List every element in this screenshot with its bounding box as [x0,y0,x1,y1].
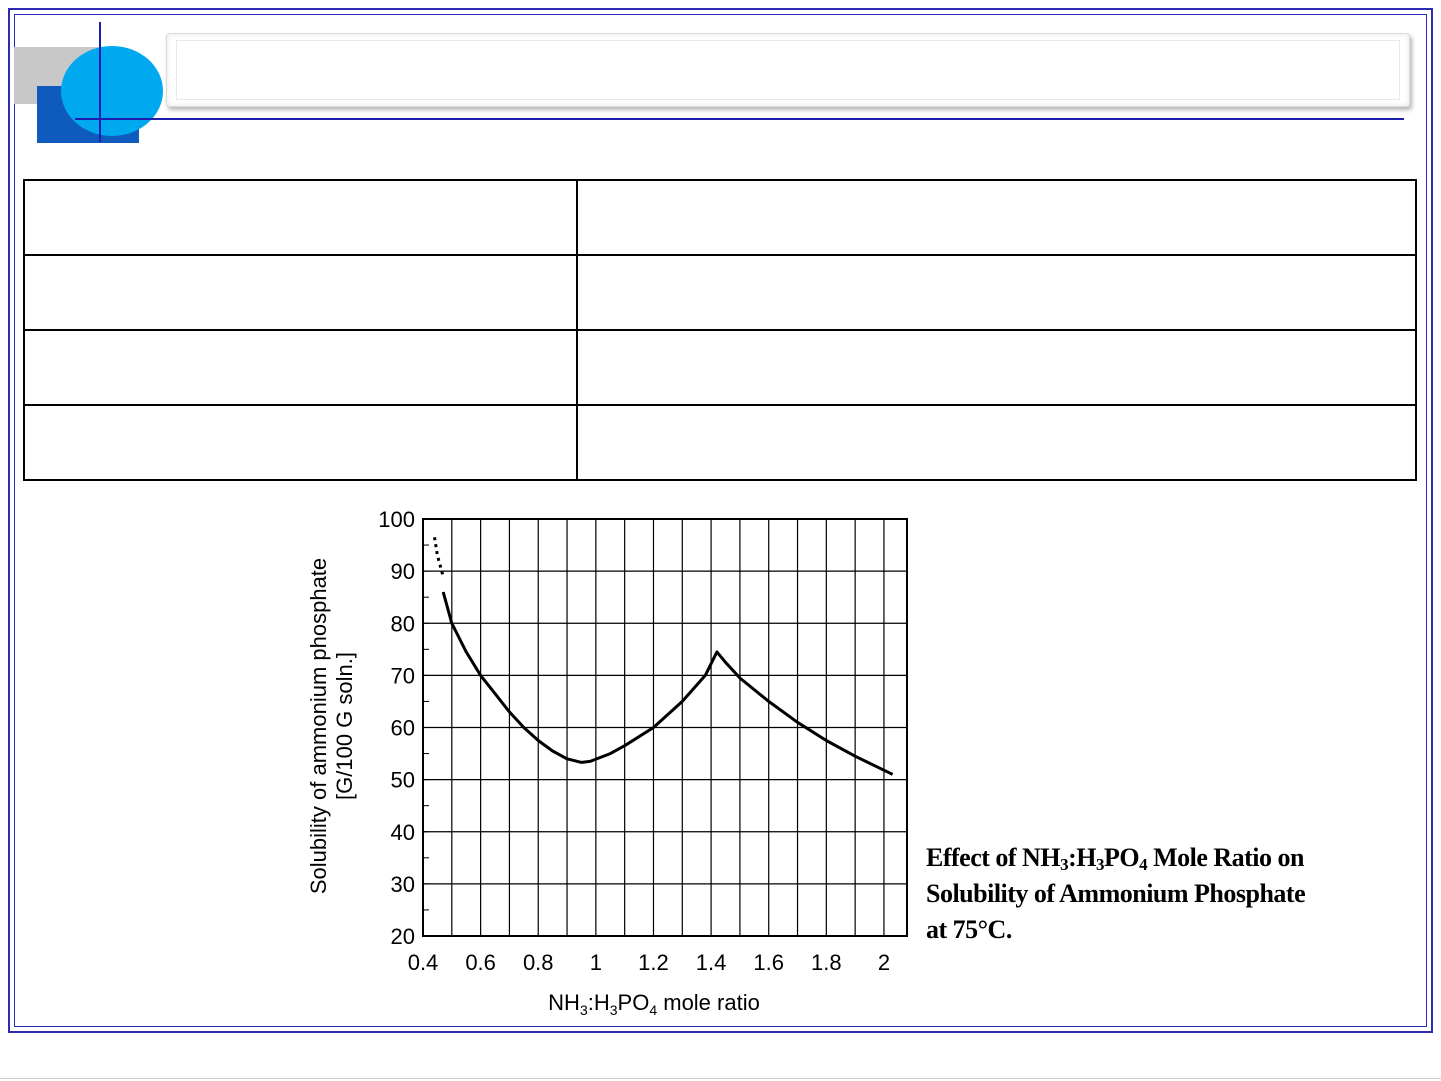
slide-frame-inner [14,14,1427,1027]
y-tick-label: 30 [391,872,415,897]
x-tick-label: 1.2 [638,950,669,975]
chart-grid [423,519,907,936]
y-tick-label: 50 [391,768,415,793]
content-table [23,179,1417,481]
table-cell [23,329,578,406]
x-tick-label: 0.6 [465,950,496,975]
title-area [176,40,1400,100]
y-axis-label-units: [G/100 G soln.] [332,652,357,800]
x-tick-label: 1.6 [753,950,784,975]
y-tick-label: 90 [391,559,415,584]
x-tick-label: 0.8 [523,950,554,975]
plot-frame [422,518,908,937]
x-tick-label: 1.4 [696,950,727,975]
y-tick-label: 80 [391,611,415,636]
table-cell [576,179,1417,256]
x-tick-label: 1.8 [811,950,842,975]
caption-line-3: at 75°C. [926,915,1012,944]
table-row [23,179,1417,256]
caption-line-2: Solubility of Ammonium Phosphate [926,879,1306,908]
slide-frame-outer [8,8,1433,1033]
table-row [23,329,1417,406]
chart-ticks: 20 30 40 50 60 70 80 90 100 0.4 0.6 0.8 1 1.2 1.4 1.6 1.… [378,507,890,975]
y-tick-label: 40 [391,820,415,845]
y-tick-label: 70 [391,663,415,688]
table-cell [576,404,1417,481]
chart-caption: Effect of NH3:H3PO4 Mole Ratio on Solubi… [926,840,1426,948]
table-row [23,404,1417,481]
y-tick-label: 100 [378,507,415,532]
y-tick-label: 20 [391,924,415,949]
logo-vertical-line [99,22,101,142]
x-tick-label: 0.4 [408,950,439,975]
table-cell [23,404,578,481]
x-axis-label: NH3:H3PO4 mole ratio [548,990,760,1018]
solubility-chart: 20 30 40 50 60 70 80 90 100 0.4 0.6 0.8 1 1.2 1.4 1.6 1.… [306,507,908,1018]
x-tick-label: 2 [878,950,890,975]
table-cell [23,254,578,331]
x-tick-label: 1 [590,950,602,975]
table-row [23,254,1417,331]
table-cell [576,329,1417,406]
chart-series [433,537,894,776]
y-axis-label: Solubility of ammonium phosphate [306,558,331,894]
title-underline [75,118,1404,120]
table-cell [576,254,1417,331]
logo-circle [61,46,163,136]
series-line [441,591,894,776]
table-cell [23,179,578,256]
bottom-divider [0,1078,1441,1079]
y-tick-label: 60 [391,716,415,741]
caption-line-1: Effect of NH3:H3PO4 Mole Ratio on [926,843,1304,874]
series-line-dotted [433,537,445,577]
